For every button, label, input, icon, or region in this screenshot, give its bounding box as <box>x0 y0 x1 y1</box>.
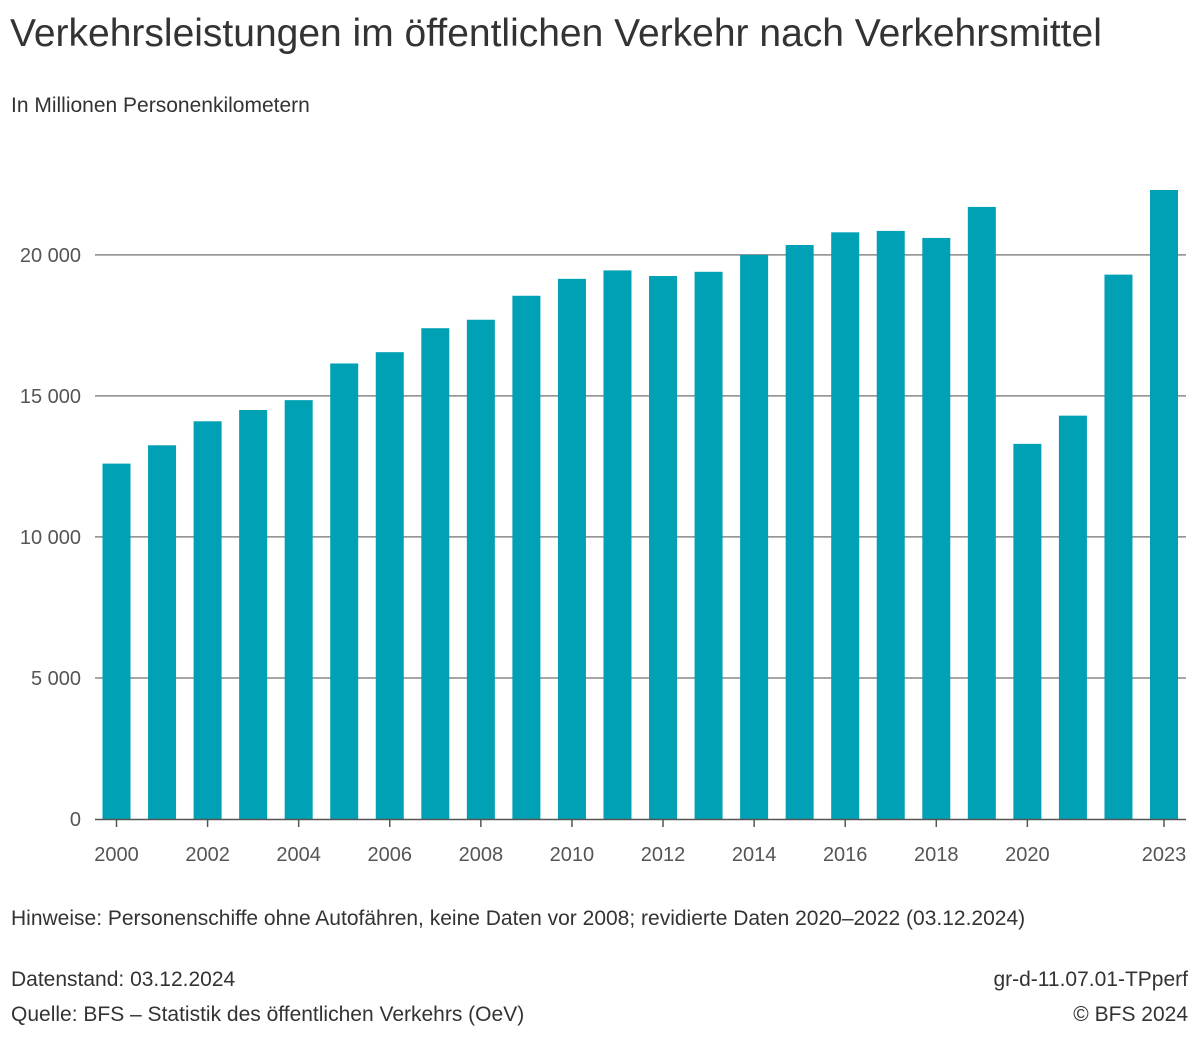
bar-2007 <box>421 328 450 819</box>
bar-2017 <box>876 230 905 819</box>
x-tick-label: 2012 <box>641 844 686 866</box>
bars <box>102 190 1178 820</box>
bar-2001 <box>148 445 177 819</box>
x-tick-label: 2018 <box>914 844 959 866</box>
copyright-text: © BFS 2024 <box>1073 1003 1188 1026</box>
x-axis: 2000 2002 2004 2006 2008 2010 2012 2014 2016 2018… <box>94 818 1187 866</box>
chart-subtitle: In Millionen Personenkilometern <box>11 94 310 117</box>
source-text: Quelle: BFS – Statistik des öffentlichen… <box>11 1003 525 1026</box>
bar-2023 <box>1150 190 1178 819</box>
x-tick-label: 2014 <box>732 844 777 866</box>
bar-2014 <box>740 254 769 819</box>
y-tick-label: 10 000 <box>20 527 81 549</box>
bar-2003 <box>239 410 268 819</box>
bar-2015 <box>785 245 814 819</box>
y-tick-label: 20 000 <box>20 245 81 267</box>
data-status: Datenstand: 03.12.2024 <box>11 968 236 991</box>
bar-2013 <box>694 271 723 819</box>
y-tick-label: 15 000 <box>20 386 81 408</box>
x-tick-label: 2000 <box>94 844 139 866</box>
bar-2008 <box>466 319 495 819</box>
bar-2010 <box>557 278 586 820</box>
bar-2011 <box>603 270 632 819</box>
bar-2020 <box>1013 443 1042 819</box>
bar-2004 <box>284 400 313 819</box>
y-axis-ticks: 0 5 000 10 000 15 000 20 000 <box>20 245 81 831</box>
bar-2005 <box>330 363 359 819</box>
x-tick-label: 2023 <box>1142 844 1187 866</box>
bar-2006 <box>375 352 404 819</box>
notes-text: Hinweise: Personenschiffe ohne Autofähre… <box>11 907 1026 930</box>
bar-2000 <box>102 463 131 819</box>
bar-2018 <box>922 237 951 819</box>
chart-code: gr-d-11.07.01-TPperf <box>993 968 1188 991</box>
x-tick-label: 2006 <box>368 844 413 866</box>
y-tick-label: 0 <box>70 809 81 831</box>
chart-title: Verkehrsleistungen im öffentlichen Verke… <box>10 12 1102 55</box>
x-tick-label: 2004 <box>276 844 321 866</box>
x-tick-label: 2010 <box>550 844 595 866</box>
bar-2016 <box>831 232 860 819</box>
bar-2021 <box>1058 415 1087 819</box>
bar-2012 <box>649 276 678 819</box>
x-tick-label: 2016 <box>823 844 868 866</box>
grid-lines <box>95 254 1186 679</box>
x-tick-label: 2008 <box>459 844 504 866</box>
bar-2002 <box>193 421 222 819</box>
bar-2022 <box>1104 274 1133 819</box>
y-tick-label: 5 000 <box>31 668 81 690</box>
x-tick-label: 2002 <box>185 844 230 866</box>
bar-2019 <box>967 206 996 819</box>
bar-2009 <box>512 295 541 819</box>
x-tick-label: 2020 <box>1005 844 1050 866</box>
